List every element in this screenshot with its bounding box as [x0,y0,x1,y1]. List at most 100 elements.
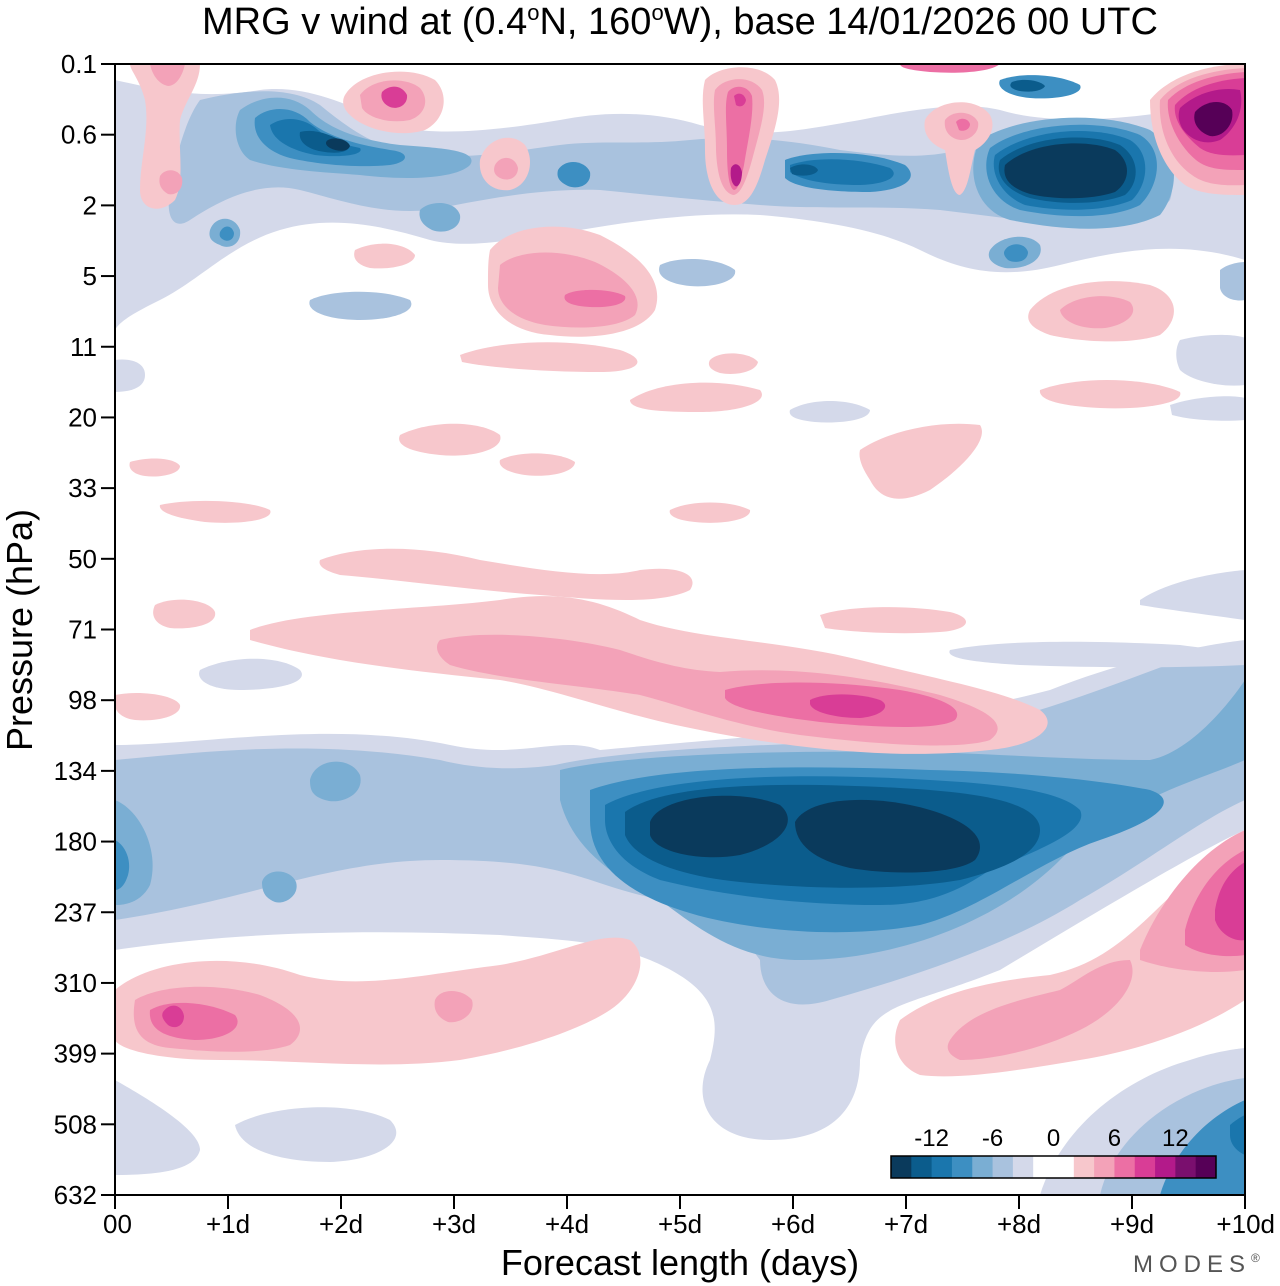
y-tick-label: 508 [54,1109,97,1139]
pos-11hpa-strip [460,342,638,372]
y-tick-label: 11 [70,332,97,362]
colorbar-swatch [1033,1156,1054,1178]
chart-title: MRG v wind at (0.4oN, 160oW), base 14/01… [202,0,1158,43]
neg-core-180hpa-a [650,795,788,858]
x-tick-label: +4d [545,1209,589,1239]
neg-upper-blob-0.3hpa-core [1010,79,1045,92]
neg-upper-blob-right-4hpa-core [1004,244,1028,262]
neg-blob-20hpa-right [1170,396,1245,421]
brand-logo: MODES® [1133,1251,1266,1278]
brand-mark: ® [1251,1251,1266,1265]
y-tick-label: 2 [83,190,97,220]
colorbar-label: 0 [1047,1125,1060,1152]
y-tick-label: 134 [54,756,97,786]
colorbar-swatch [1012,1156,1034,1178]
pos-blob-330hpa-mid [434,991,473,1023]
pos-upper-left-top [150,64,185,86]
y-tick-label: 237 [54,897,97,927]
neg-upper-centre-dark [790,159,894,185]
pos-upper-5.5d-top [734,93,746,107]
pos-blob-9hpa-c [708,353,758,374]
y-tick-label: 399 [54,1039,97,1069]
neg-blob-11hpa-right [1176,334,1245,386]
y-tick-label: 310 [54,968,97,998]
neg-left-edge-180hpa-dark [115,840,130,890]
y-tick-label: 33 [68,473,97,503]
x-tick-label: +7d [884,1209,928,1239]
pos-upper-left-pale [130,64,200,209]
pos-upper-left [159,170,183,195]
pos-upper-7.5d-peak [956,118,970,131]
neg-blob-5hpa-right [659,258,736,287]
neg-upper-band-light [168,91,1172,227]
colorbar-swatch [1094,1156,1115,1178]
colorbar-swatch [1175,1156,1197,1178]
neg-blob-6hpa-right-edge [1220,262,1245,301]
pos-blob-22hpa-c [630,382,762,412]
pos-core-98hpa [810,694,886,718]
y-tick-label: 5 [83,261,97,291]
colorbar-swatch [931,1156,953,1178]
colorbar-label: -6 [982,1125,1003,1152]
neg-upper-centre-core [790,164,818,176]
y-tick-label: 98 [68,685,97,715]
pos-blob-600hpa-left [153,599,216,629]
colorbar-swatch [1114,1156,1136,1178]
colorbar-swatch [972,1156,994,1178]
neg-region-bottom-right-core [1230,1115,1245,1155]
pos-blob-3.5hpa [354,243,415,269]
x-tick-label: +10d [1216,1209,1275,1239]
title-suffix: W), base 14/01/2026 00 UTC [664,1,1158,43]
pos-core-237hpa-right [1215,862,1245,941]
pos-blob-98hpa-left [115,693,181,721]
title-degree-1: o [527,0,539,25]
neg-blob-210hpa [262,871,297,903]
neg-upper-core-a [325,138,350,151]
y-tick-label: 50 [68,544,97,574]
x-tick-label: 00 [103,1209,132,1239]
x-tick-label: +2d [319,1209,363,1239]
neg-blob-150hpa [310,761,361,802]
colorbar-swatch [891,1156,912,1178]
neg-upper-blob-3hpa-core [219,226,234,241]
y-tick-label: 20 [68,402,97,432]
neg-region-bottom-left [115,1080,200,1175]
x-tick-label: +3d [432,1209,476,1239]
colorbar-swatch [1053,1156,1075,1178]
x-tick-label: +1d [206,1209,250,1239]
pos-5hpa-core [564,289,626,308]
neg-strip-630hpa-right [1140,570,1245,620]
colorbar-label: 6 [1108,1125,1121,1152]
colorbar-swatch [1073,1156,1095,1178]
y-tick-label: 71 [68,615,97,645]
y-axis: 0.1 0.6 2 5 11 20 33 50 71 98 134 180 237 310 399 508 63… [54,49,115,1210]
neg-core-180hpa-b [795,799,980,873]
colorbar-label: 12 [1162,1125,1189,1152]
colorbar-swatch [911,1156,933,1178]
pos-core-0.4hpa-right [1194,101,1233,137]
x-tick-label: +9d [1110,1209,1154,1239]
x-axis: 00 +1d +2d +3d +4d +5d +6d +7d +8d +9d +10d [103,1195,1275,1239]
pos-blob-71hpa [820,607,967,634]
x-axis-label: Forecast length (days) [501,1242,859,1283]
colorbar-swatch [1155,1156,1176,1178]
y-tick-label: 632 [54,1180,97,1210]
pos-region-right-lower [947,960,1133,1060]
title-prefix: MRG v wind at (0.4 [202,1,527,43]
neg-region-bottom-mid [235,1107,397,1162]
colorbar-label: -12 [914,1125,949,1152]
colorbar-swatch [1134,1156,1156,1178]
plot-area [115,64,1245,1195]
y-tick-label: 0.6 [61,120,97,150]
neg-blob-7hpa [309,291,412,320]
neg-core-1hpa [1004,143,1128,199]
neg-strip-71hpa-right [949,641,1245,668]
pos-5hpa [498,252,638,328]
x-tick-label: +8d [997,1209,1041,1239]
neg-upper-blob-4hpa [557,161,591,188]
pos-upper-5.5d-core [730,164,742,187]
y-tick-label: 0.1 [61,49,97,79]
colorbar-swatch [1195,1156,1217,1178]
title-degree-2: o [651,0,663,25]
